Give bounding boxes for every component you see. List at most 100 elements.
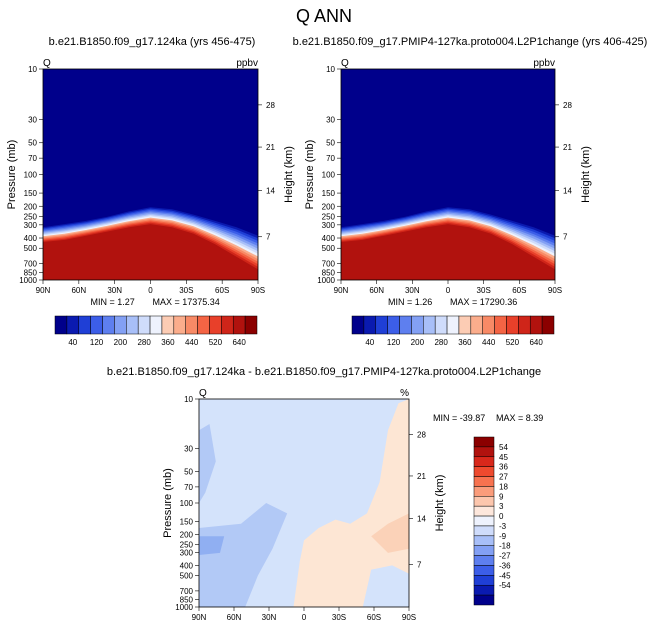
colorbar-box — [185, 315, 198, 335]
colorbar-label: -36 — [499, 561, 511, 570]
y-tick-label: 400 — [24, 234, 38, 243]
colorbar-label: -3 — [499, 522, 507, 531]
colorbar-box — [473, 525, 495, 537]
colorbar-box — [473, 446, 495, 458]
colorbar-box — [473, 565, 495, 576]
colorbar-label: 0 — [499, 512, 504, 521]
units-label: ppbv — [533, 58, 555, 69]
colorbar-box — [375, 315, 388, 335]
y-tick-label: 850 — [322, 269, 336, 278]
colorbar-label: 520 — [506, 338, 520, 347]
colorbar-box — [90, 315, 103, 335]
field-1 — [341, 69, 555, 280]
y-tick-label: 200 — [24, 202, 38, 211]
height-tick-label: 21 — [417, 472, 426, 481]
field-0 — [43, 69, 258, 280]
contour-band — [199, 536, 225, 555]
x-tick-label: 60N — [71, 286, 86, 295]
colorbar-box — [473, 575, 495, 586]
contour-band — [199, 424, 216, 503]
colorbar-label: 36 — [499, 463, 508, 472]
colorbar-box — [473, 545, 495, 556]
y-axis-label: Pressure (mb) — [6, 140, 18, 210]
height-tick-label: 7 — [266, 233, 271, 242]
x-tick-label: 60S — [367, 613, 381, 622]
field-difference — [199, 399, 409, 607]
y-tick-label: 300 — [24, 221, 38, 230]
y-axis-label-right: Height (km) — [283, 146, 295, 203]
page-title: Q ANN — [296, 6, 352, 26]
colorbar-box — [351, 315, 365, 335]
colorbar-box — [54, 315, 68, 335]
colorbar-label: -45 — [499, 571, 511, 580]
contour-band — [199, 503, 288, 607]
height-tick-label: 28 — [563, 101, 572, 110]
colorbar-label: 280 — [137, 338, 151, 347]
y-tick-label: 250 — [24, 212, 38, 221]
colorbar-box — [473, 535, 495, 546]
colorbar-box — [411, 315, 424, 335]
x-tick-label: 60N — [369, 286, 384, 295]
colorbar-box — [518, 315, 531, 335]
colorbar-box — [473, 476, 495, 487]
y-tick-label: 1000 — [317, 276, 335, 285]
colorbar-box — [244, 315, 258, 335]
colorbar-label: -54 — [499, 581, 511, 590]
x-tick-label: 30N — [262, 613, 277, 622]
y-tick-label: 10 — [28, 65, 37, 74]
colorbar-box — [529, 315, 543, 335]
y-tick-label: 50 — [28, 139, 37, 148]
x-tick-label: 30S — [332, 613, 346, 622]
colorbar-box — [434, 315, 448, 335]
height-tick-label: 28 — [266, 101, 275, 110]
panel-axes-0: 1030507010015020025030040050070085010009… — [6, 58, 295, 295]
colorbar-box — [161, 315, 175, 335]
colorbar-box — [494, 315, 507, 335]
colorbar-box — [473, 584, 495, 596]
colorbar-label: 640 — [529, 338, 543, 347]
x-tick-label: 90N — [192, 613, 207, 622]
colorbar-box — [473, 505, 495, 517]
colorbar-box — [541, 315, 555, 335]
y-tick-label: 850 — [24, 269, 38, 278]
colorbar-label: 440 — [482, 338, 496, 347]
variable-label: Q — [43, 58, 51, 69]
height-tick-label: 7 — [417, 560, 422, 569]
colorbar-label: 40 — [68, 338, 77, 347]
min-label: MIN = 1.27 — [91, 297, 135, 307]
colorbar-box — [473, 466, 495, 477]
x-tick-label: 0 — [446, 286, 451, 295]
panel-axes-2: 1030507010015020025030040050070085010009… — [162, 388, 446, 622]
panel-title: b.e21.B1850.f09_g17.124ka (yrs 456-475) — [49, 36, 256, 48]
colorbar-box — [470, 315, 483, 335]
variable-label: Q — [199, 388, 207, 399]
colorbar-label: 54 — [499, 443, 508, 452]
colorbar-label: 120 — [387, 338, 401, 347]
contour-band — [43, 224, 258, 280]
colorbar-box — [473, 456, 495, 467]
colorbar-box — [102, 315, 115, 335]
y-axis-label: Pressure (mb) — [304, 140, 316, 210]
y-tick-label: 30 — [28, 115, 37, 124]
contour-band — [341, 224, 555, 280]
y-tick-label: 70 — [28, 154, 37, 163]
y-tick-label: 500 — [24, 244, 38, 253]
x-tick-label: 30S — [477, 286, 491, 295]
panel-title: b.e21.B1850.f09_g17.PMIP4-127ka.proto004… — [293, 36, 648, 48]
max-label: MAX = 8.39 — [496, 413, 543, 423]
contour-band — [293, 399, 409, 607]
colorbar-box — [473, 594, 495, 606]
y-tick-label: 30 — [184, 445, 193, 454]
colorbar-box — [197, 315, 210, 335]
x-tick-label: 60N — [227, 613, 242, 622]
colorbar-label: -27 — [499, 552, 511, 561]
colorbar-label: 120 — [90, 338, 104, 347]
colorbar-box — [506, 315, 519, 335]
x-tick-label: 0 — [302, 613, 307, 622]
colorbar-box — [221, 315, 234, 335]
colorbar-box — [137, 315, 151, 335]
y-tick-label: 70 — [184, 483, 193, 492]
units-label: % — [400, 388, 409, 399]
colorbar-label: 45 — [499, 453, 508, 462]
